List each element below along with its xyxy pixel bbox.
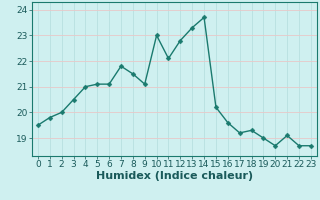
X-axis label: Humidex (Indice chaleur): Humidex (Indice chaleur) — [96, 171, 253, 181]
